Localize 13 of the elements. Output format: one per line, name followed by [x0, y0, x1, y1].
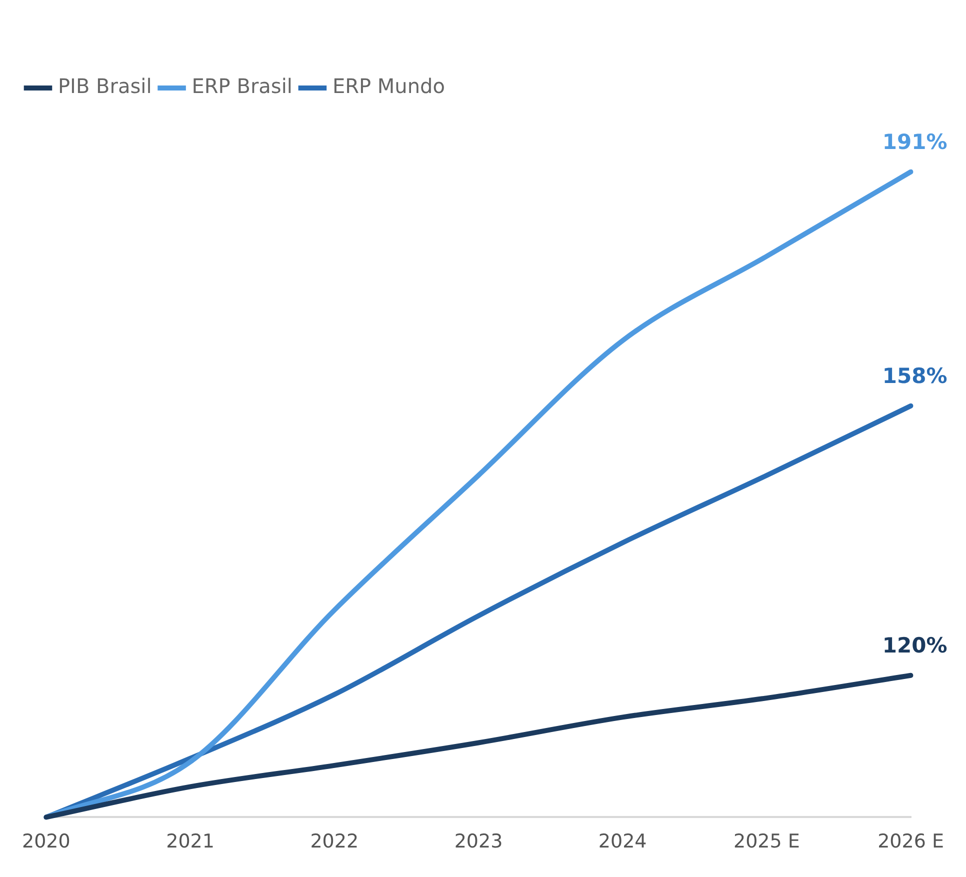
x-tick-label: 2025 E — [733, 830, 800, 853]
legend-label: ERP Mundo — [332, 74, 445, 98]
data-label: 158% — [882, 364, 948, 388]
x-tick-label: 2023 — [454, 830, 503, 853]
legend-label: PIB Brasil — [58, 74, 152, 98]
x-tick-label: 2024 — [598, 830, 647, 853]
x-tick-label: 2020 — [22, 830, 70, 853]
data-label: 191% — [882, 130, 948, 154]
x-tick-label: 2026 E — [878, 830, 944, 853]
x-tick-label: 2022 — [310, 830, 359, 853]
x-tick-label: 2021 — [166, 830, 214, 853]
data-label: 120% — [882, 633, 948, 658]
legend-label: ERP Brasil — [192, 74, 292, 98]
